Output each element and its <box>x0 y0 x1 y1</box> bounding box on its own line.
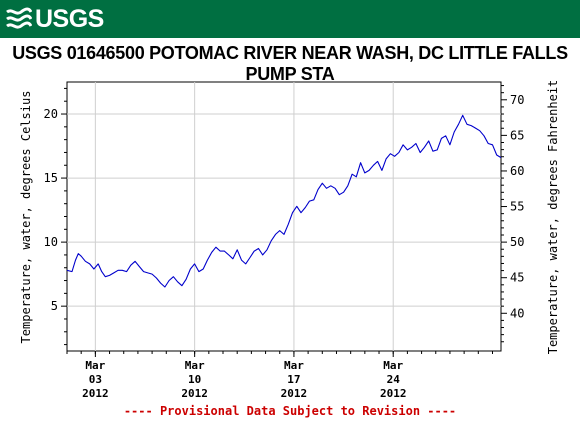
plot-frame <box>66 81 502 352</box>
x-tick-label: 2012 <box>380 387 407 400</box>
y-tick-label: 20 <box>44 107 58 121</box>
chart-title: USGS 01646500 POTOMAC RIVER NEAR WASH, D… <box>12 43 568 84</box>
series-layer <box>66 114 502 288</box>
x-tick-label: Mar <box>85 359 105 372</box>
usgs-banner: USGS <box>0 0 580 38</box>
axis-ticks: Mar032012Mar102012Mar172012Mar2420125101… <box>44 85 524 400</box>
x-tick-label: 2012 <box>281 387 308 400</box>
x-tick-label: 17 <box>287 373 300 386</box>
y2-tick-label: 60 <box>510 164 524 178</box>
x-tick-label: 10 <box>188 373 201 386</box>
y-tick-label: 15 <box>44 171 58 185</box>
x-tick-label: Mar <box>185 359 205 372</box>
series-line <box>66 114 502 288</box>
x-tick-label: 24 <box>387 373 401 386</box>
grid-lines <box>67 82 501 351</box>
usgs-logo-text: USGS <box>35 4 104 33</box>
usgs-logo[interactable]: USGS <box>6 3 104 35</box>
y2-tick-label: 55 <box>510 200 524 214</box>
y2-tick-label: 70 <box>510 93 524 107</box>
provisional-note: ---- Provisional Data Subject to Revisio… <box>123 404 457 418</box>
y2-axis-label: Temperature, water, degrees Fahrenheit <box>546 80 560 355</box>
x-tick-label: 03 <box>89 373 102 386</box>
y-tick-label: 5 <box>51 299 58 313</box>
y2-tick-label: 65 <box>510 128 524 142</box>
x-tick-label: 2012 <box>181 387 208 400</box>
y-tick-label: 10 <box>44 235 58 249</box>
y-axis-label: Temperature, water, degrees Celsius <box>19 91 33 344</box>
y2-tick-label: 50 <box>510 235 524 249</box>
x-tick-label: Mar <box>383 359 403 372</box>
y2-tick-label: 40 <box>510 306 524 320</box>
y2-tick-label: 45 <box>510 271 524 285</box>
usgs-wave-icon <box>6 7 32 29</box>
x-tick-label: 2012 <box>82 387 109 400</box>
x-tick-label: Mar <box>284 359 304 372</box>
